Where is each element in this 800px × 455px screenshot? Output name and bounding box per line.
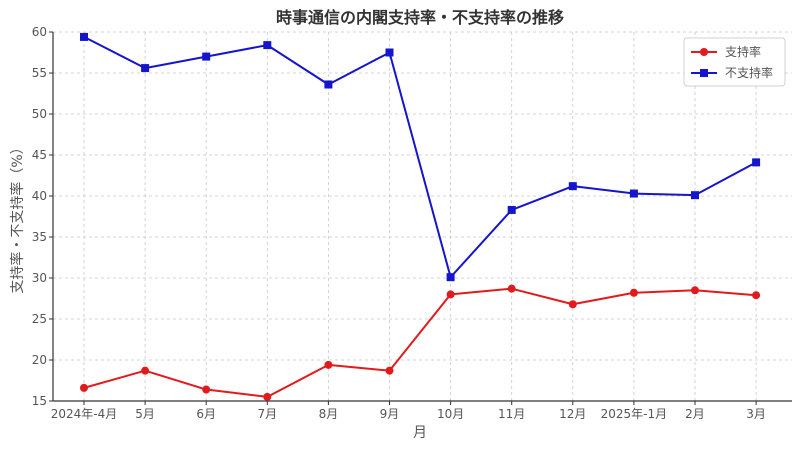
y-tick-label: 15 <box>32 394 47 408</box>
y-tick-label: 40 <box>32 189 47 203</box>
data-point <box>691 191 699 200</box>
data-point <box>141 366 150 375</box>
legend-marker <box>700 69 708 77</box>
data-point <box>202 385 211 394</box>
series-nonsupport <box>80 32 761 282</box>
y-tick-label: 20 <box>32 353 47 367</box>
x-tick-label: 10月 <box>437 407 464 421</box>
x-tick-label: 6月 <box>196 407 216 421</box>
data-point <box>324 360 333 369</box>
series-line <box>83 287 757 398</box>
data-point <box>263 392 272 401</box>
y-tick-label: 25 <box>32 312 47 326</box>
data-point <box>446 273 455 282</box>
y-tick-label: 35 <box>32 230 47 244</box>
y-axis-label: 支持率・不支持率（%） <box>9 140 26 293</box>
data-point <box>324 80 333 89</box>
data-point <box>141 64 150 73</box>
series-support <box>80 284 761 401</box>
data-point <box>446 290 455 299</box>
data-point <box>263 41 272 50</box>
data-point <box>80 383 88 392</box>
data-point <box>691 286 699 295</box>
series-line <box>83 36 757 279</box>
data-point <box>385 48 394 57</box>
x-tick-label: 11月 <box>498 407 525 421</box>
data-point <box>752 158 761 167</box>
data-point <box>80 32 88 41</box>
x-tick-label: 5月 <box>135 407 155 421</box>
data-point <box>568 182 577 191</box>
y-tick-label: 50 <box>32 107 47 121</box>
legend-label: 不支持率 <box>725 65 773 80</box>
data-point <box>507 284 516 293</box>
data-point <box>507 205 516 214</box>
x-tick-label: 8月 <box>319 407 339 421</box>
x-tick-label: 3月 <box>746 407 766 421</box>
legend-marker <box>700 48 708 56</box>
data-point <box>629 288 638 297</box>
data-point <box>629 189 638 198</box>
x-tick-label: 7月 <box>257 407 277 421</box>
y-tick-label: 55 <box>32 66 47 80</box>
tick-labels: 15 20 25 30 35 40 45 50 55 60 2024年-4月 5月 6月 7月 8月 9月 10… <box>32 25 766 421</box>
x-tick-label: 12月 <box>559 407 586 421</box>
x-tick-label: 9月 <box>380 407 400 421</box>
data-point <box>568 300 577 309</box>
data-point <box>202 52 211 61</box>
y-tick-label: 60 <box>32 25 47 39</box>
x-tick-label: 2025年-1月 <box>601 407 668 421</box>
x-tick-label: 2月 <box>685 407 705 421</box>
legend-label: 支持率 <box>725 44 761 59</box>
series <box>80 32 761 401</box>
data-point <box>385 366 394 375</box>
y-tick-label: 45 <box>32 148 47 162</box>
grid <box>53 31 792 402</box>
x-tick-label: 2024年-4月 <box>51 407 118 421</box>
x-axis-label: 月 <box>413 425 427 441</box>
chart-title: 時事通信の内閣支持率・不支持率の推移 <box>276 8 564 27</box>
y-tick-label: 30 <box>32 271 47 285</box>
data-point <box>752 291 761 300</box>
axes <box>49 31 792 405</box>
